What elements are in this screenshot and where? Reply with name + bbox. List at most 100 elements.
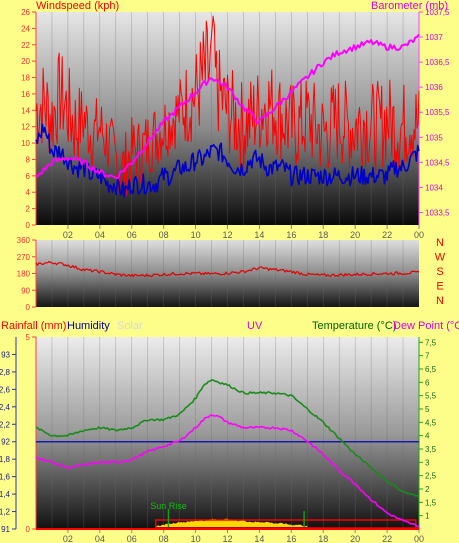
wind-x-tick-label: 00 [414,230,424,240]
humidity-axis-tick-label: 92 [1,438,10,447]
temp-x-tick-label: 16 [286,534,296,543]
wind-average-series [35,123,420,198]
wind-x-tick-label: 14 [254,230,264,240]
sun-rise-label: Sun Rise [150,501,187,511]
humidity-axis-tick-label: 92,8 [0,368,11,377]
windspeed-axis-label: Windspeed (kph) [36,0,120,12]
dew-point-series [35,414,420,528]
wind-x-tick-label: 02 [63,230,73,240]
temperature-axis-tick-label: 6 [425,378,430,387]
wind-x-tick-label: 08 [159,230,169,240]
temperature-axis-tick-label: 1 [425,512,430,521]
temp-x-tick-label: 22 [382,534,392,543]
rainfall-axis-label: Rainfall (mm) [1,320,67,332]
windspeed-axis-tick-label: 22 [21,41,30,50]
wind-x-tick-label: 18 [318,230,328,240]
temp-x-tick-label: 12 [222,534,232,543]
direction-axis-tick-label: 90 [21,286,30,295]
compass-label-n: N [436,295,444,307]
windspeed-axis-tick-label: 26 [21,8,30,17]
temperature-legend-label: Temperature (°C) [312,320,397,332]
windspeed-axis-tick-label: 6 [26,172,31,181]
barometer-axis-tick-label: 1035,5 [425,108,450,117]
direction-axis-tick-label: 270 [17,253,31,262]
temp-x-tick-label: 04 [95,534,105,543]
temp-x-tick-label: 00 [414,534,424,543]
humidity-axis-tick-label: 92,6 [0,385,11,394]
wind-x-tick-label: 12 [222,230,232,240]
barometer-axis-tick-label: 1036 [425,83,443,92]
direction-axis-tick-label: 360 [17,236,31,245]
humidity-axis-tick-label: 91,8 [0,455,11,464]
temperature-axis-tick-label: 3,5 [425,445,437,454]
windspeed-axis-tick-label: 12 [21,123,30,132]
windspeed-axis-tick-label: 18 [21,74,30,83]
solar-legend-label: Solar [117,320,143,332]
rainfall-axis-tick-label: 5 [26,333,31,342]
windspeed-axis-tick-label: 20 [21,57,30,66]
direction-axis-tick-label: 180 [17,270,31,279]
temp-x-tick-label: 10 [191,534,201,543]
humidity-axis-tick-label: 92,4 [0,403,11,412]
temperature-axis-tick-label: 7,5 [425,338,437,347]
wind-x-tick-label: 04 [95,230,105,240]
temperature-axis-tick-label: 6,5 [425,365,437,374]
wind-x-tick-label: 16 [286,230,296,240]
rainfall-axis-tick-label: 0 [26,525,31,534]
temperature-axis-tick-label: 3 [425,458,430,467]
humidity-legend-label: Humidity [67,320,110,332]
temperature-axis-tick-label: 5,5 [425,392,437,401]
barometer-series [35,33,420,180]
temperature-series [35,379,420,498]
windspeed-axis-tick-label: 16 [21,90,30,99]
compass-label-s: S [436,266,443,278]
barometer-axis-tick-label: 1036,5 [425,58,450,67]
wind-x-tick-label: 20 [350,230,360,240]
direction-axis-tick-label: 0 [26,303,31,312]
barometer-axis-tick-label: 1033,5 [425,208,450,217]
compass-label-w: W [435,252,446,264]
dew-point-legend-label: Dew Point (°C) [393,320,459,332]
windspeed-axis-tick-label: 4 [26,188,31,197]
temperature-axis-tick-label: 2 [425,485,430,494]
humidity-axis-tick-label: 91,2 [0,508,11,517]
humidity-axis-tick-label: 91 [1,525,10,534]
windspeed-axis-tick-label: 10 [21,139,30,148]
temp-x-tick-label: 02 [63,534,73,543]
compass-label-e: E [436,281,443,293]
humidity-axis-tick-label: 91,4 [0,490,11,499]
barometer-axis-tick-label: 1037 [425,33,443,42]
humidity-axis-tick-label: 93 [1,350,10,359]
windspeed-axis-tick-label: 24 [21,24,30,33]
temp-x-tick-label: 20 [350,534,360,543]
temperature-axis-tick-label: 2,5 [425,472,437,481]
wind-direction-series [35,260,420,278]
wind-x-tick-label: 22 [382,230,392,240]
barometer-axis-tick-label: 1035 [425,133,443,142]
windspeed-axis-tick-label: 8 [26,155,31,164]
temperature-axis-tick-label: 4,5 [425,418,437,427]
humidity-axis-tick-label: 91,6 [0,473,11,482]
barometer-axis-tick-label: 1034,5 [425,158,450,167]
barometer-axis-label: Barometer (mb) [371,0,449,12]
windspeed-axis-tick-label: 2 [26,205,31,214]
temperature-axis-tick-label: 5 [425,405,430,414]
wind-x-tick-label: 10 [191,230,201,240]
barometer-axis-tick-label: 1037,5 [425,8,450,17]
temperature-axis-tick-label: 7 [425,352,430,361]
temp-x-tick-label: 18 [318,534,328,543]
temp-x-tick-label: 08 [159,534,169,543]
barometer-axis-tick-label: 1034 [425,183,443,192]
humidity-axis-tick-label: 92,2 [0,420,11,429]
windspeed-axis-tick-label: 0 [26,221,31,230]
temp-x-tick-label: 14 [254,534,264,543]
temp-x-tick-label: 06 [127,534,137,543]
compass-label-n: N [436,237,444,249]
wind-gust-series [35,15,420,196]
wind-x-tick-label: 06 [127,230,137,240]
temperature-axis-tick-label: 4 [425,432,430,441]
uv-legend-label: UV [247,320,263,332]
windspeed-axis-tick-label: 14 [21,106,30,115]
